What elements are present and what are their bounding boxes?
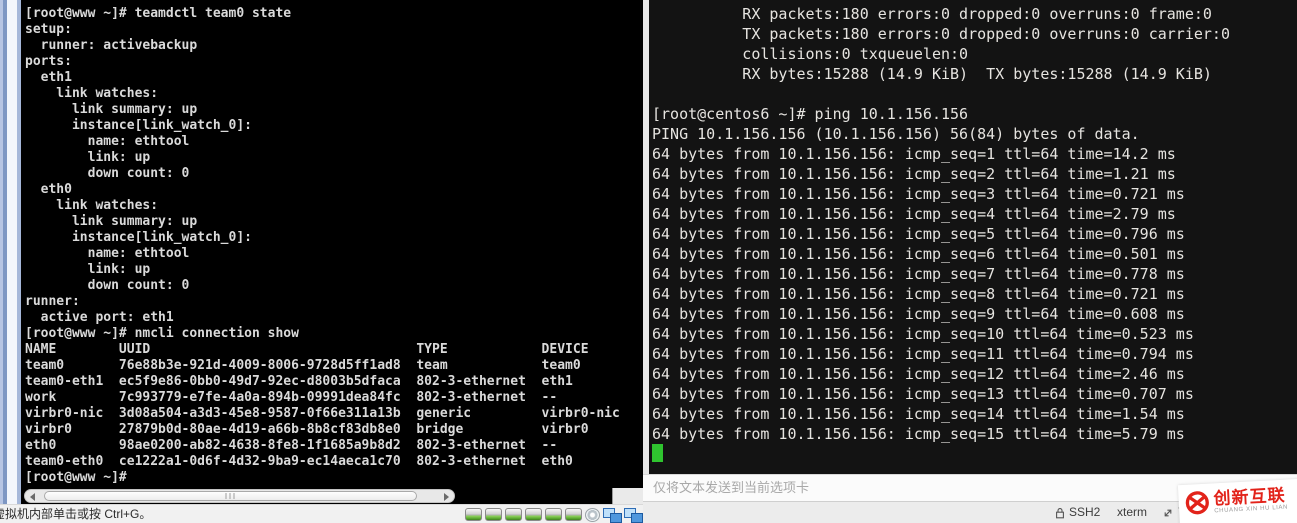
hard-disk-icon[interactable] (545, 508, 562, 521)
hard-disk-icon[interactable] (505, 508, 522, 521)
scrollbar-corner (612, 488, 643, 504)
vm-display-left-edge (17, 0, 21, 504)
scrollbar-left-arrow-icon[interactable] (30, 493, 35, 501)
horizontal-scrollbar[interactable] (24, 489, 455, 503)
vm-window-left-border (0, 0, 3, 504)
status-encryption-label: SSH2 (1069, 505, 1101, 519)
lock-icon (1056, 507, 1064, 518)
network-adapter-icon[interactable] (624, 507, 643, 523)
hard-disk-icon[interactable] (485, 508, 502, 521)
status-encryption: SSH2 (1055, 502, 1100, 523)
left-terminal-output: [root@www ~]# teamdctl team0 state setup… (25, 6, 620, 485)
hard-disk-icon[interactable] (565, 508, 582, 521)
vmware-status-bar: 虚拟机内部单击或按 Ctrl+G。 (0, 504, 645, 523)
status-emulation: xterm (1117, 505, 1147, 519)
securecrt-window: RX packets:180 errors:0 dropped:0 overru… (643, 0, 1297, 523)
watermark-logo: 创新互联 CHUANG XIN HU LIAN (1177, 478, 1297, 523)
brand-x-icon (1185, 491, 1209, 515)
scrollbar-right-arrow-icon[interactable] (444, 493, 449, 501)
vm-window-left-inset (7, 0, 17, 504)
vmware-hint-text: 虚拟机内部单击或按 Ctrl+G。 (0, 507, 152, 521)
hard-disk-icon[interactable] (465, 508, 482, 521)
hard-disk-icon[interactable] (525, 508, 542, 521)
resize-icon (1164, 509, 1172, 516)
left-terminal-screen[interactable]: [root@www ~]# teamdctl team0 state setup… (21, 0, 643, 488)
crt-status-bar: SSH2 xterm 7 (643, 502, 1297, 523)
right-terminal-screen[interactable]: RX packets:180 errors:0 dropped:0 overru… (643, 0, 1297, 474)
chat-bar-placeholder: 仅将文本发送到当前选项卡 (653, 480, 810, 495)
scrollbar-grip-icon (225, 493, 236, 499)
network-adapter-icon[interactable] (603, 507, 622, 523)
scrollbar-thumb[interactable] (44, 491, 417, 501)
left-terminal-scrollbar-row (21, 488, 643, 504)
cd-drive-icon[interactable] (585, 507, 600, 522)
vmware-device-icons (465, 507, 643, 523)
terminal-cursor (652, 444, 663, 462)
vm-window-left-border-line (3, 0, 7, 504)
vmware-window: [root@www ~]# teamdctl team0 state setup… (0, 0, 645, 523)
right-terminal-output: RX packets:180 errors:0 dropped:0 overru… (652, 5, 1230, 443)
